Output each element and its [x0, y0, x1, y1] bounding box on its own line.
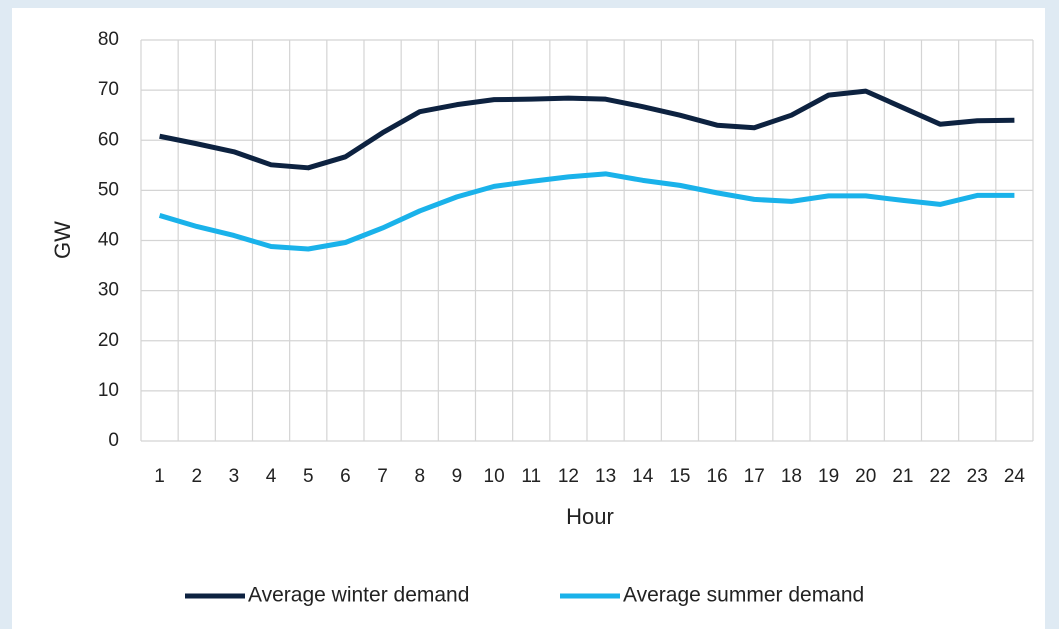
x-tick-label: 10 — [484, 466, 505, 487]
x-tick-label: 4 — [266, 466, 277, 487]
x-tick-label: 11 — [521, 466, 541, 487]
x-tick-label: 7 — [377, 466, 388, 487]
x-tick-label: 15 — [669, 466, 690, 487]
x-tick-label: 24 — [1004, 466, 1026, 487]
x-tick-label: 3 — [229, 466, 240, 487]
y-axis-label: GW — [50, 221, 75, 259]
x-tick-label: 16 — [707, 466, 728, 487]
x-tick-label: 9 — [452, 466, 463, 487]
y-tick-label: 20 — [98, 330, 119, 351]
y-tick-label: 50 — [98, 179, 119, 200]
y-tick-label: 70 — [98, 79, 119, 100]
x-tick-label: 19 — [818, 466, 839, 487]
y-tick-label: 10 — [98, 380, 119, 401]
x-tick-label: 18 — [781, 466, 802, 487]
x-tick-label: 12 — [558, 466, 579, 487]
x-tick-label: 14 — [632, 466, 654, 487]
legend-label: Average winter demand — [248, 584, 469, 607]
x-tick-label: 5 — [303, 466, 314, 487]
x-axis-label: Hour — [566, 504, 614, 529]
series-line — [159, 88, 1015, 171]
y-tick-label: 60 — [98, 129, 119, 150]
x-tick-label: 6 — [340, 466, 351, 487]
y-tick-label: 0 — [108, 430, 119, 451]
series-line — [158, 171, 1015, 252]
legend-label: Average summer demand — [623, 584, 864, 607]
x-tick-label: 2 — [191, 466, 202, 487]
x-tick-label: 8 — [414, 466, 425, 487]
x-tick-label: 23 — [967, 466, 988, 487]
y-tick-label: 30 — [98, 280, 119, 301]
x-tick-label: 20 — [855, 466, 876, 487]
panel — [12, 8, 1045, 629]
y-tick-label: 40 — [98, 230, 119, 251]
x-tick-label: 1 — [154, 466, 165, 487]
y-tick-label: 80 — [98, 29, 119, 50]
x-tick-label: 21 — [892, 466, 913, 487]
x-tick-label: 17 — [744, 466, 765, 487]
x-tick-label: 13 — [595, 466, 616, 487]
x-tick-label: 22 — [930, 466, 951, 487]
